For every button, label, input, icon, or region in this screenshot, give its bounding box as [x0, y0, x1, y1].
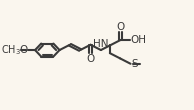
Text: OH: OH — [130, 35, 146, 45]
Text: CH$_3$: CH$_3$ — [1, 43, 21, 57]
Text: HN: HN — [93, 39, 108, 49]
Text: O: O — [20, 45, 28, 55]
Text: S: S — [131, 59, 138, 69]
Text: O: O — [87, 54, 95, 64]
Text: O: O — [116, 22, 124, 32]
